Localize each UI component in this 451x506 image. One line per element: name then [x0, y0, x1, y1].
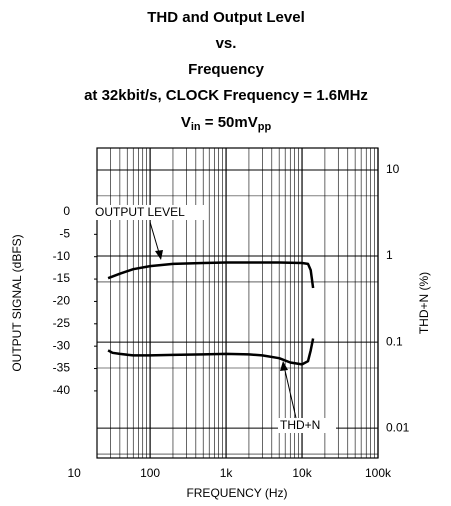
x-tick-label: 10k	[292, 466, 312, 480]
condition-part: pp	[258, 121, 272, 133]
condition-part: = 50mV	[201, 114, 258, 131]
y-tick-label: 0	[63, 204, 70, 218]
arrow-head	[155, 250, 163, 260]
y2-axis-label: THD+N (%)	[417, 272, 431, 334]
label-bg	[93, 205, 207, 220]
y2-tick-label: 10	[386, 162, 400, 176]
x-tick-label: 1k	[220, 466, 234, 480]
condition: Vin = 50mVpp	[181, 114, 272, 133]
y2-tick-label: 0.1	[386, 334, 403, 348]
arrow-head	[280, 361, 288, 371]
arrow	[149, 221, 161, 257]
x-tick-label: 10	[67, 466, 81, 480]
y-tick-label: -20	[53, 294, 71, 308]
y-tick-label: -5	[59, 227, 70, 241]
y-axis-label: OUTPUT SIGNAL (dBFS)	[10, 234, 24, 371]
y2-tick-label: 0.01	[386, 420, 410, 434]
series-label: THD+N	[280, 418, 320, 432]
plot-frame	[96, 147, 379, 459]
y-tick-label: -10	[53, 249, 71, 263]
chart-title: vs.	[216, 35, 237, 52]
arrow	[283, 365, 297, 419]
chart-title: Frequency	[188, 61, 265, 78]
condition-part: in	[191, 121, 201, 133]
y-tick-label: -35	[53, 361, 71, 375]
label-bg	[278, 418, 336, 433]
chart-title: THD and Output Level	[147, 9, 305, 26]
series-label: OUTPUT LEVEL	[95, 205, 185, 219]
condition-part: V	[181, 114, 191, 131]
x-tick-label: 100	[140, 466, 160, 480]
y-tick-label: -30	[53, 338, 71, 352]
series-line	[107, 261, 315, 289]
y-tick-label: -40	[53, 383, 71, 397]
chart-title: at 32kbit/s, CLOCK Frequency = 1.6MHz	[84, 87, 368, 104]
y2-tick-label: 1	[386, 248, 393, 262]
series-line	[107, 338, 315, 366]
x-tick-label: 100k	[365, 466, 392, 480]
x-axis-label: FREQUENCY (Hz)	[186, 486, 287, 500]
y-tick-label: -25	[53, 316, 71, 330]
y-tick-label: -15	[53, 271, 71, 285]
